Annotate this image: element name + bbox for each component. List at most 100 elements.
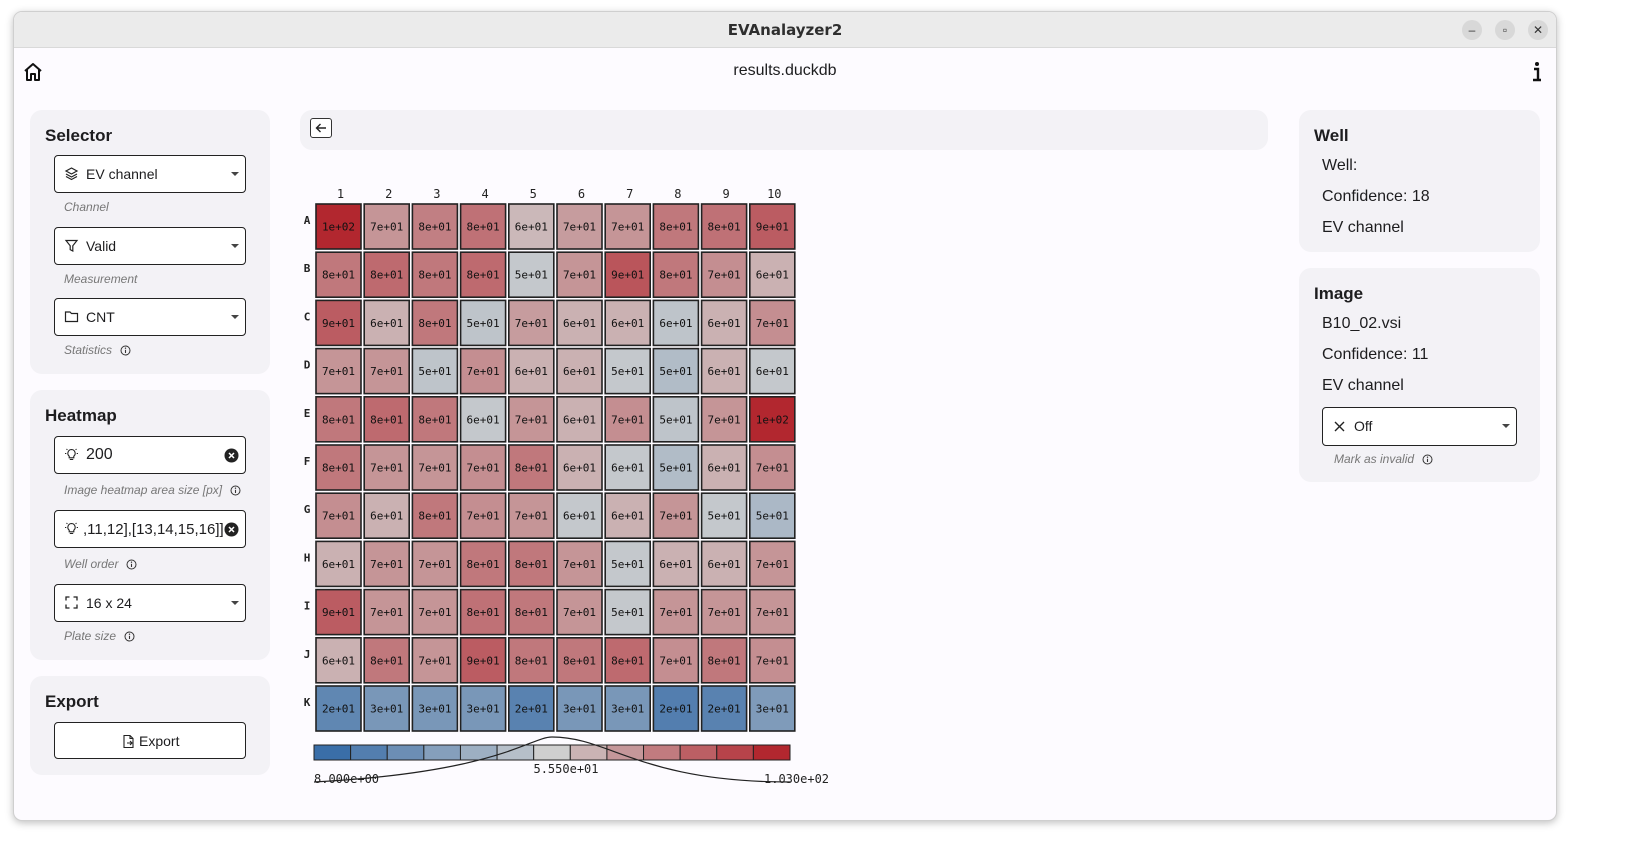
heatmap-cell — [363, 685, 410, 732]
image-channel: EV channel — [1322, 377, 1404, 394]
cell-value-label: 8e+01 — [467, 221, 500, 234]
well-order-input[interactable]: ,11,12],[13,14,15,16]] — [54, 510, 246, 548]
heatmap-cell — [556, 347, 603, 395]
cell-value-label: 1e+02 — [756, 413, 789, 426]
cell-value-label: 6e+01 — [611, 510, 644, 523]
heatmap-cell — [459, 492, 507, 540]
legend-min-label: 8.000e+00 — [314, 772, 379, 786]
chevron-down-icon — [231, 172, 239, 176]
heatmap-cell — [604, 540, 652, 588]
measurement-select[interactable]: Valid — [54, 227, 246, 265]
heatmap-cell — [459, 685, 507, 732]
heatmap-cell — [508, 540, 555, 588]
area-size-input[interactable]: 200 — [54, 436, 246, 474]
cell-value-label: 7e+01 — [563, 269, 596, 282]
clear-icon[interactable] — [224, 522, 239, 537]
row-label: E — [304, 407, 311, 420]
heatmap-cell — [459, 251, 507, 298]
heatmap-cell — [411, 203, 459, 250]
well-order-caption-text: Well order — [64, 557, 119, 571]
cell-value-label: 8e+01 — [708, 654, 741, 667]
fullscreen-icon — [65, 596, 78, 609]
help-icon[interactable] — [120, 345, 131, 356]
arrow-left-icon — [315, 123, 326, 133]
cell-value-label: 9e+01 — [756, 221, 789, 234]
heatmap-cell — [459, 299, 507, 347]
minimize-button[interactable]: – — [1462, 20, 1482, 40]
export-button[interactable]: Export — [54, 722, 246, 759]
heatmap-cell — [556, 685, 603, 732]
close-button[interactable]: ✕ — [1528, 20, 1548, 40]
cell-value-label: 7e+01 — [370, 365, 403, 378]
heatmap-cell — [748, 299, 796, 347]
cell-value-label: 7e+01 — [659, 510, 692, 523]
cell-value-label: 5e+01 — [611, 606, 644, 619]
help-icon[interactable] — [1422, 454, 1433, 465]
cell-value-label: 5e+01 — [418, 365, 451, 378]
cell-value-label: 7e+01 — [515, 510, 548, 523]
help-icon[interactable] — [124, 631, 135, 642]
heatmap-cell — [459, 540, 507, 588]
heatmap-cell — [411, 685, 459, 732]
cell-value-label: 8e+01 — [515, 606, 548, 619]
cell-value-label: 8e+01 — [515, 558, 548, 571]
heatmap-cell — [315, 444, 362, 491]
row-label: K — [304, 696, 311, 709]
area-size-caption-text: Image heatmap area size [px] — [64, 483, 223, 497]
heatmap-toolbar — [300, 110, 1268, 150]
mark-invalid-select[interactable]: Off — [1322, 407, 1517, 446]
heatmap-cell — [700, 636, 748, 684]
heatmap-cell — [363, 492, 410, 540]
heatmap-cell — [604, 299, 652, 347]
help-icon[interactable] — [230, 485, 241, 496]
heatmap-cell — [411, 636, 459, 684]
cell-value-label: 9e+01 — [467, 654, 500, 667]
well-order-value: ,11,12],[13,14,15,16]] — [83, 521, 224, 538]
cell-value-label: 6e+01 — [611, 462, 644, 475]
info-icon[interactable] — [1530, 61, 1544, 83]
cell-value-label: 5e+01 — [515, 269, 548, 282]
cell-value-label: 3e+01 — [370, 703, 403, 716]
channel-select[interactable]: EV channel — [54, 155, 246, 193]
column-label: 8 — [674, 187, 681, 201]
well-order-caption: Well order — [64, 557, 137, 571]
back-button[interactable] — [310, 118, 332, 138]
cell-value-label: 8e+01 — [370, 413, 403, 426]
heatmap-cell — [652, 540, 700, 588]
cell-value-label: 7e+01 — [370, 606, 403, 619]
clear-icon[interactable] — [224, 448, 239, 463]
cell-value-label: 7e+01 — [418, 606, 451, 619]
cell-value-label: 7e+01 — [515, 317, 548, 330]
heatmap-cell — [700, 540, 748, 588]
selector-title: Selector — [45, 126, 113, 145]
help-icon[interactable] — [126, 559, 137, 570]
legend-step — [752, 744, 791, 761]
channel-value: EV channel — [86, 166, 158, 182]
cell-value-label: 9e+01 — [322, 606, 355, 619]
heatmap-cell — [363, 396, 410, 443]
statistics-select[interactable]: CNT — [54, 298, 246, 336]
cell-value-label: 2e+01 — [515, 703, 548, 716]
row-label: G — [304, 503, 311, 516]
plate-size-select[interactable]: 16 x 24 — [54, 584, 246, 622]
image-name: B10_02.vsi — [1322, 315, 1402, 332]
cell-value-label: 7e+01 — [563, 558, 596, 571]
cell-value-label: 8e+01 — [322, 462, 355, 475]
statistics-caption: Statistics — [64, 343, 131, 357]
heatmap-cell — [508, 251, 555, 298]
cell-value-label: 3e+01 — [756, 703, 789, 716]
home-icon[interactable] — [22, 61, 44, 83]
heatmap-cell — [363, 444, 410, 491]
cell-value-label: 6e+01 — [563, 413, 596, 426]
cell-value-label: 7e+01 — [322, 510, 355, 523]
cell-value-label: 9e+01 — [611, 269, 644, 282]
chevron-down-icon — [231, 601, 239, 605]
cell-value-label: 7e+01 — [756, 317, 789, 330]
heatmap-cell — [411, 251, 459, 298]
maximize-button[interactable]: ▫ — [1495, 20, 1515, 40]
heatmap-cell — [315, 251, 362, 298]
cell-value-label: 6e+01 — [563, 510, 596, 523]
heatmap-cell — [508, 396, 555, 443]
heatmap-cell — [700, 685, 748, 732]
heatmap-cell — [459, 396, 507, 443]
